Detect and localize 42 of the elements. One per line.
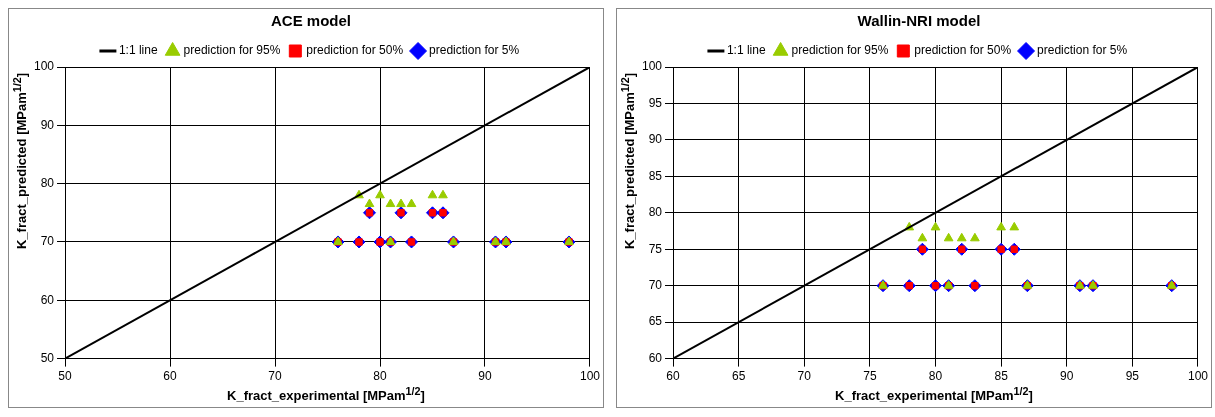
x-tick-label: 75 bbox=[863, 369, 877, 384]
x-axis-title: K_fract_experimental [MPam$^{1/2}$] bbox=[226, 384, 426, 403]
x-tick-label: 80 bbox=[928, 369, 943, 384]
chart-title: ACE model bbox=[270, 12, 352, 30]
x-tick-label: 85 bbox=[994, 369, 1009, 384]
legend-label: prediction for 50% bbox=[914, 43, 1012, 58]
legend-label: prediction for 95% bbox=[791, 43, 889, 58]
y-tick-label: 70 bbox=[648, 278, 663, 293]
legend-label: prediction for 50% bbox=[306, 43, 404, 58]
y-tick-label: 75 bbox=[648, 241, 663, 256]
x-tick-label: 95 bbox=[1125, 369, 1140, 384]
chart-title: Wallin-NRI model bbox=[857, 12, 981, 30]
y-tick-label: 50 bbox=[40, 350, 55, 365]
x-tick-label: 60 bbox=[666, 369, 681, 384]
legend-label: prediction for 95% bbox=[183, 43, 281, 58]
y-tick-label: 90 bbox=[648, 132, 663, 147]
x-tick-label: 50 bbox=[58, 369, 73, 384]
y-tick-label: 95 bbox=[648, 95, 663, 110]
x-tick-label: 90 bbox=[1060, 369, 1074, 384]
y-tick-label: 60 bbox=[40, 292, 55, 307]
y-tick-label: 100 bbox=[33, 59, 55, 74]
y-tick-label: 65 bbox=[648, 314, 663, 329]
y-tick-label: 70 bbox=[40, 234, 55, 249]
y-tick-label: 80 bbox=[40, 175, 55, 190]
legend-label: 1:1 line bbox=[118, 43, 158, 58]
x-tick-label: 60 bbox=[163, 369, 178, 384]
y-tick-label: 90 bbox=[40, 117, 55, 132]
x-tick-label: 90 bbox=[478, 369, 492, 384]
x-tick-label: 100 bbox=[1187, 369, 1209, 384]
x-tick-label: 70 bbox=[268, 369, 282, 384]
legend-label: prediction for 5% bbox=[1037, 43, 1128, 58]
y-tick-label: 80 bbox=[648, 205, 663, 220]
x-tick-label: 80 bbox=[373, 369, 387, 384]
x-tick-label: 100 bbox=[579, 369, 601, 384]
y-tick-label: 100 bbox=[641, 59, 663, 74]
x-tick-label: 70 bbox=[797, 369, 812, 384]
legend-label: 1:1 line bbox=[726, 43, 766, 58]
x-tick-label: 65 bbox=[731, 369, 746, 384]
x-axis-title: K_fract_experimental [MPam$^{1/2}$] bbox=[834, 384, 1034, 403]
y-tick-label: 85 bbox=[648, 168, 663, 183]
y-tick-label: 60 bbox=[648, 350, 663, 365]
legend-label: prediction for 5% bbox=[429, 43, 520, 58]
